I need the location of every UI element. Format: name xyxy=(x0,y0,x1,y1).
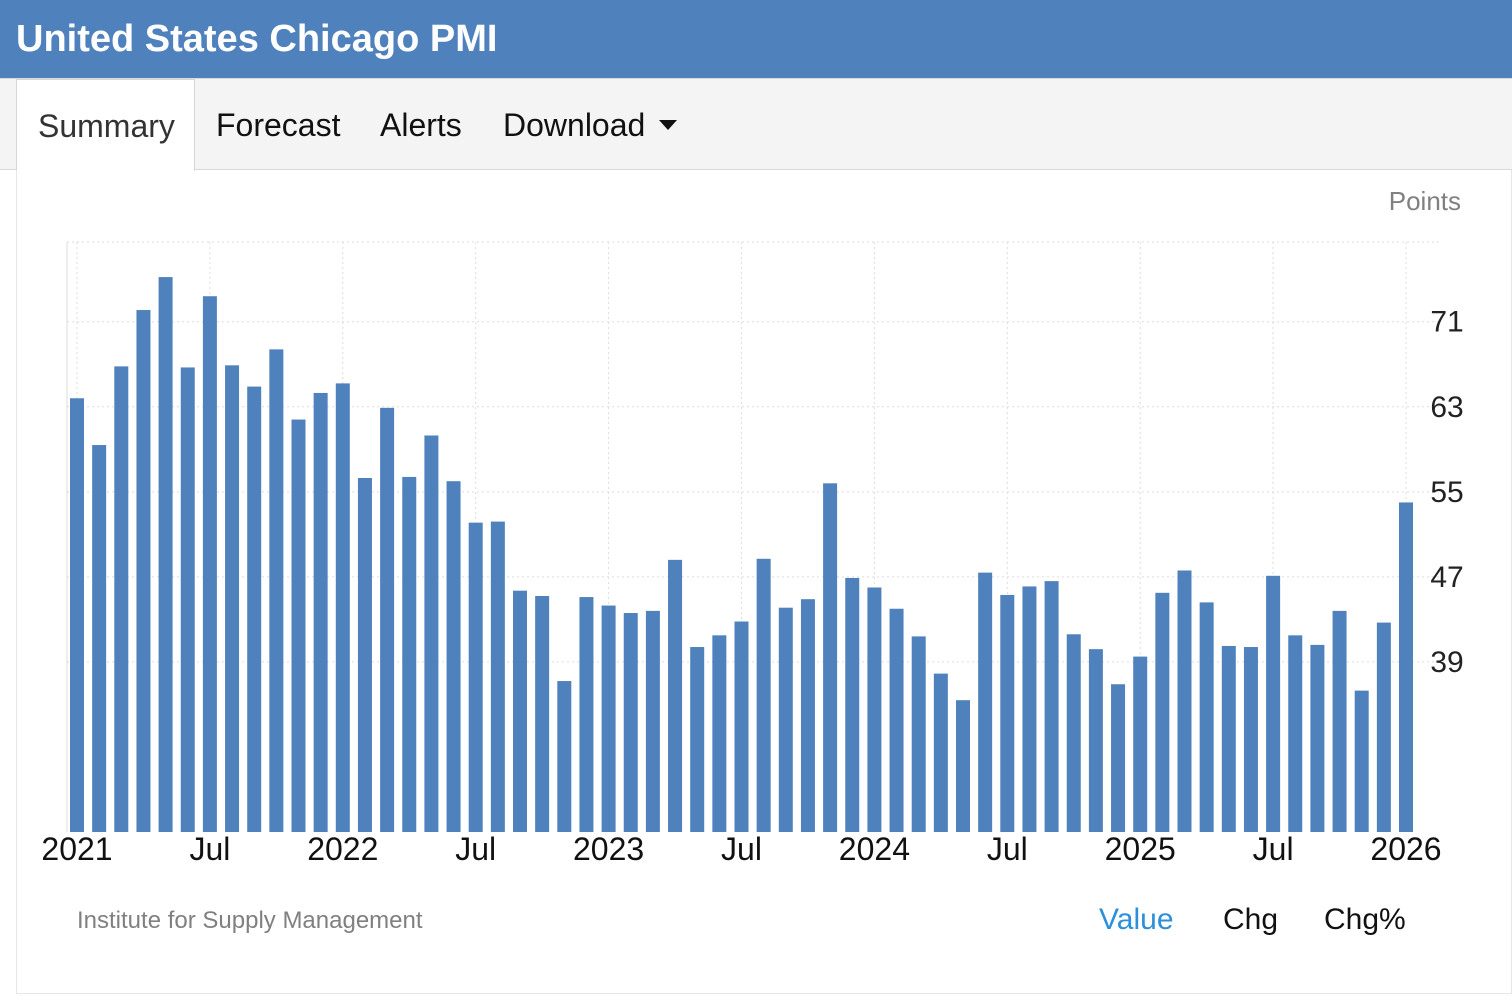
bar-2025-12[interactable] xyxy=(1376,622,1391,832)
tab-alerts-label: Alerts xyxy=(380,107,462,143)
bar-2023-02[interactable] xyxy=(623,613,638,832)
bar-2024-05[interactable] xyxy=(956,700,970,832)
source-label: Institute for Supply Management xyxy=(77,907,423,934)
bar-2023-07[interactable] xyxy=(734,621,749,832)
y-tick-label: 63 xyxy=(1430,391,1463,424)
bar-2021-07[interactable] xyxy=(202,296,217,833)
tab-download[interactable]: Download xyxy=(503,79,678,171)
bar-2025-04[interactable] xyxy=(1199,602,1214,832)
bar-2022-12[interactable] xyxy=(579,597,594,832)
x-tick-label: 2024 xyxy=(839,831,910,867)
caret-down-icon xyxy=(659,119,678,130)
bar-2022-07[interactable] xyxy=(468,522,483,832)
bar-2025-10[interactable] xyxy=(1332,610,1347,832)
tab-summary-label: Summary xyxy=(38,108,175,144)
bar-2021-01[interactable] xyxy=(70,398,84,832)
bar-2022-06[interactable] xyxy=(446,481,461,832)
tab-forecast-label: Forecast xyxy=(216,107,341,143)
bar-2025-09[interactable] xyxy=(1310,644,1325,832)
bar-2021-11[interactable] xyxy=(291,419,306,832)
bar-2023-08[interactable] xyxy=(756,558,771,832)
tab-download-label: Download xyxy=(503,107,646,143)
bars xyxy=(70,277,1413,833)
bar-2021-10[interactable] xyxy=(269,349,284,832)
bar-2022-04[interactable] xyxy=(402,476,417,832)
x-tick-label: 2025 xyxy=(1105,831,1176,867)
tab-summary[interactable]: Summary xyxy=(16,79,195,171)
bar-2024-01[interactable] xyxy=(867,587,882,832)
bar-2022-11[interactable] xyxy=(557,681,572,832)
bar-2022-02[interactable] xyxy=(357,478,372,832)
chg-toggle[interactable]: Chg xyxy=(1223,903,1279,936)
bar-2024-08[interactable] xyxy=(1022,586,1037,832)
bar-2023-01[interactable] xyxy=(601,605,616,832)
y-tick-label: 55 xyxy=(1430,476,1463,509)
bar-2025-03[interactable] xyxy=(1177,570,1192,832)
bar-2023-03[interactable] xyxy=(645,610,660,832)
bar-2023-04[interactable] xyxy=(668,559,683,832)
bar-2021-03[interactable] xyxy=(114,366,129,832)
y-tick-label: 71 xyxy=(1430,306,1463,339)
x-tick-label: Jul xyxy=(987,831,1028,867)
bar-2024-07[interactable] xyxy=(1000,594,1015,832)
bar-2021-06[interactable] xyxy=(180,367,195,832)
bar-2026-01[interactable] xyxy=(1399,502,1413,832)
y-tick-label: 47 xyxy=(1430,561,1463,594)
bar-2025-08[interactable] xyxy=(1288,635,1303,832)
bar-2023-09[interactable] xyxy=(778,607,793,832)
bar-2021-05[interactable] xyxy=(158,277,173,833)
bar-2023-06[interactable] xyxy=(712,635,727,832)
x-tick-label: 2021 xyxy=(41,831,112,867)
bar-2022-01[interactable] xyxy=(335,383,350,832)
bar-2022-03[interactable] xyxy=(380,407,395,832)
x-tick-label: Jul xyxy=(455,831,496,867)
bar-2024-10[interactable] xyxy=(1066,634,1081,832)
bar-2025-01[interactable] xyxy=(1133,656,1148,832)
title-bar: United States Chicago PMI xyxy=(0,0,1512,78)
chg-percent-toggle[interactable]: Chg% xyxy=(1324,903,1406,936)
x-tick-label: Jul xyxy=(721,831,762,867)
bar-2022-05[interactable] xyxy=(424,435,439,832)
tab-forecast[interactable]: Forecast xyxy=(216,79,340,171)
bar-2022-08[interactable] xyxy=(490,521,505,832)
bar-2022-09[interactable] xyxy=(513,590,527,832)
bar-2022-10[interactable] xyxy=(535,596,550,832)
bar-2021-04[interactable] xyxy=(136,310,151,833)
bar-2025-06[interactable] xyxy=(1243,647,1258,832)
bar-2024-09[interactable] xyxy=(1044,581,1059,832)
y-axis: 39 47 55 63 71 xyxy=(1430,306,1463,679)
bar-2021-12[interactable] xyxy=(313,392,328,832)
bar-2021-02[interactable] xyxy=(92,445,107,832)
x-tick-label: 2023 xyxy=(573,831,644,867)
bar-2024-04[interactable] xyxy=(933,673,948,832)
value-toggle[interactable]: Value xyxy=(1099,903,1174,936)
bar-2024-06[interactable] xyxy=(978,572,993,832)
bar-2023-11[interactable] xyxy=(823,483,838,832)
unit-label: Points xyxy=(1389,186,1461,216)
x-axis: 2021 Jul 2022 Jul 2023 Jul 2024 Jul 2025 Jul 2026 xyxy=(41,831,1441,867)
x-tick-label: Jul xyxy=(1253,831,1294,867)
bar-2023-05[interactable] xyxy=(690,647,705,832)
tab-alerts[interactable]: Alerts xyxy=(380,79,462,171)
bar-2024-11[interactable] xyxy=(1088,649,1103,832)
bar-2025-07[interactable] xyxy=(1266,575,1281,832)
bar-2021-09[interactable] xyxy=(247,386,262,832)
tab-bar: Summary Forecast Alerts Download xyxy=(0,78,1512,171)
bar-2025-05[interactable] xyxy=(1221,645,1236,832)
x-tick-label: Jul xyxy=(189,831,230,867)
bar-2023-10[interactable] xyxy=(800,599,815,832)
bar-2025-02[interactable] xyxy=(1155,592,1170,832)
bar-2024-02[interactable] xyxy=(889,608,904,832)
x-tick-label: 2026 xyxy=(1370,831,1441,867)
page-title: United States Chicago PMI xyxy=(16,18,498,60)
x-tick-label: 2022 xyxy=(307,831,378,867)
bar-2024-12[interactable] xyxy=(1111,684,1126,832)
bar-2021-08[interactable] xyxy=(225,365,240,832)
y-tick-label: 39 xyxy=(1430,646,1463,679)
bar-2024-03[interactable] xyxy=(911,636,926,832)
bar-2023-12[interactable] xyxy=(845,577,860,832)
bar-2025-11[interactable] xyxy=(1354,690,1369,832)
